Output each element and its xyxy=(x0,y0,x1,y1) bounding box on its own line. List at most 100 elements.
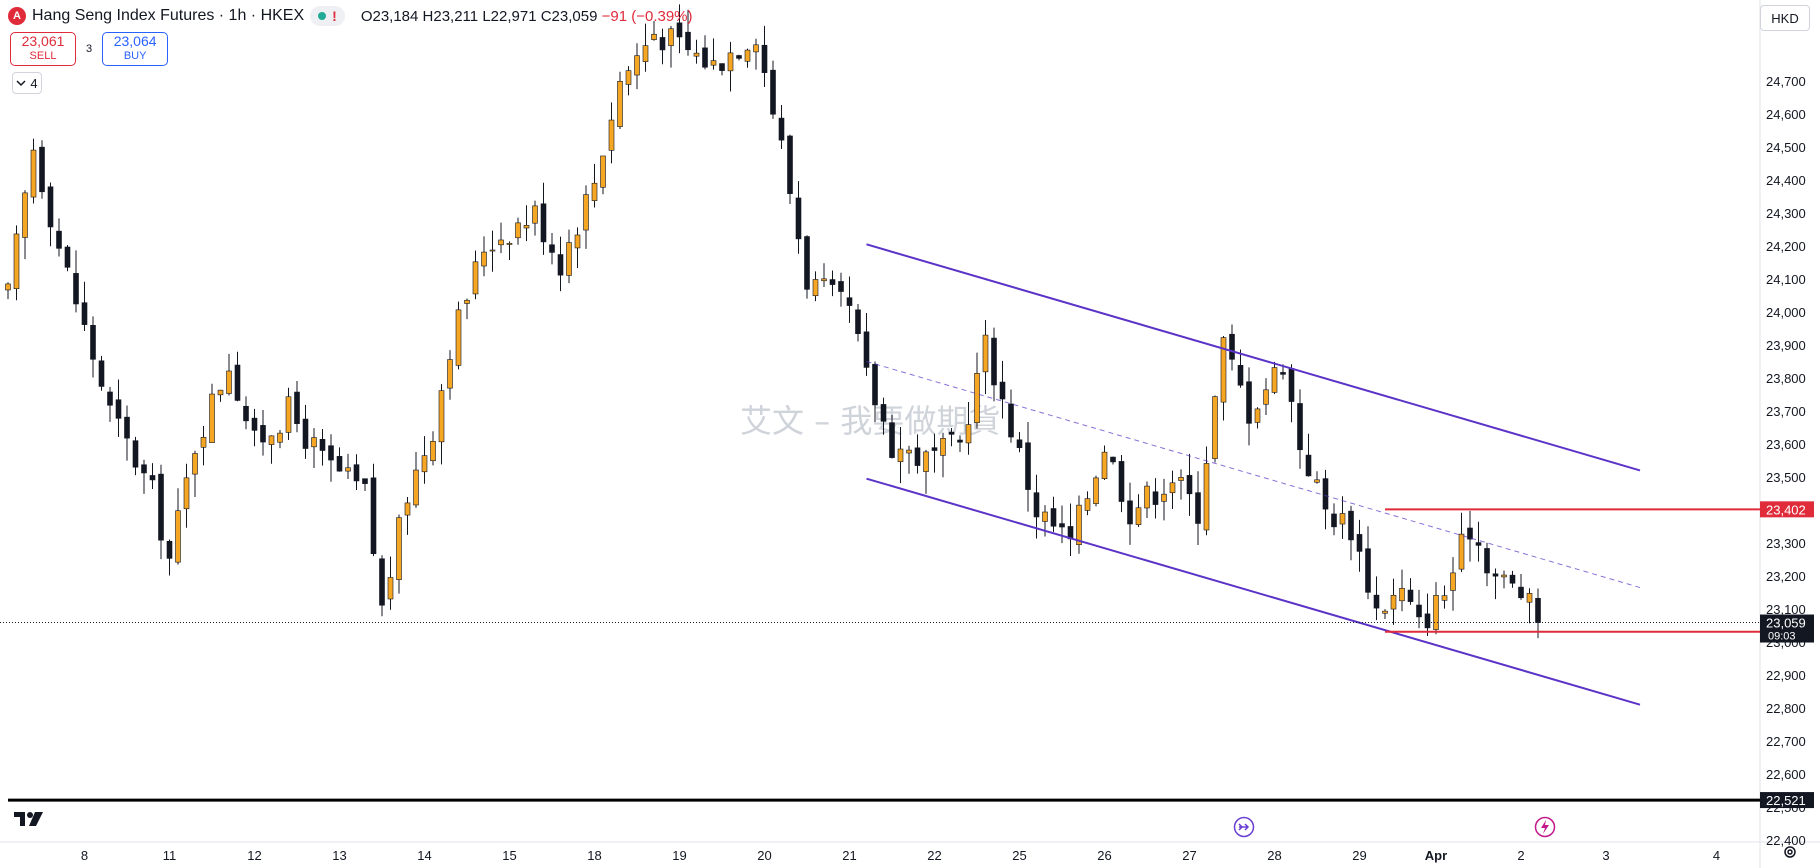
candle-body xyxy=(829,279,836,285)
candle-body xyxy=(1229,333,1235,360)
x-tick-label: 2 xyxy=(1517,848,1524,863)
candle-body xyxy=(464,299,470,304)
indicator-count: 4 xyxy=(30,75,38,91)
candle-body xyxy=(1373,594,1380,609)
symbol-title[interactable]: Hang Seng Index Futures · 1h · HKEX xyxy=(32,7,305,24)
candle-body xyxy=(47,186,54,228)
candle-body xyxy=(1509,574,1516,584)
candle-body xyxy=(719,63,725,71)
candle-body xyxy=(693,52,700,57)
settings-gear-icon[interactable] xyxy=(1782,844,1798,860)
candle-body xyxy=(617,80,623,127)
x-tick-label: 15 xyxy=(502,848,516,863)
x-tick-label: 4 xyxy=(1713,848,1720,863)
watermark-text: 艾文 – 我要做期貨 xyxy=(740,402,1000,440)
earnings-flash-icon[interactable] xyxy=(1534,816,1556,838)
candle-body xyxy=(583,194,589,231)
candle-body xyxy=(404,502,411,516)
channel-upper-line xyxy=(866,243,1641,472)
candle-body xyxy=(302,418,309,449)
market-status-pill[interactable]: ! xyxy=(310,6,345,26)
candle-body xyxy=(702,47,708,68)
candle-body xyxy=(1254,408,1261,423)
x-tick-label: 29 xyxy=(1352,848,1366,863)
y-tick-label: 23,800 xyxy=(1766,371,1806,386)
candle-body xyxy=(1161,493,1167,502)
candle-body xyxy=(931,447,938,451)
y-tick-label: 24,100 xyxy=(1766,272,1806,287)
level-label-bg xyxy=(1760,792,1814,809)
candle-body xyxy=(234,364,241,401)
candle-body xyxy=(1535,597,1541,623)
indicators-toggle-button[interactable]: 4 xyxy=(12,72,42,94)
x-tick-label: 11 xyxy=(163,848,177,863)
sell-button[interactable]: 23,061 SELL xyxy=(10,32,76,66)
candle-body xyxy=(1178,477,1184,481)
exchange-logo-icon: A xyxy=(8,7,26,25)
buy-button[interactable]: 23,064 BUY xyxy=(102,32,169,66)
currency-button[interactable]: HKD xyxy=(1760,5,1810,31)
candle-body xyxy=(22,192,28,238)
ohlc-values: O23,184 H23,211 L22,971 C23,059 −91 (−0.… xyxy=(361,8,693,25)
y-tick-label: 24,500 xyxy=(1766,140,1806,155)
y-tick-label: 23,300 xyxy=(1766,536,1806,551)
x-tick-label: Apr xyxy=(1425,848,1447,863)
last-price-label-bg xyxy=(1760,614,1814,643)
spread-value: 3 xyxy=(86,43,93,55)
x-tick-label: 3 xyxy=(1602,848,1609,863)
candle-body xyxy=(438,390,445,443)
candle-body xyxy=(1288,368,1295,402)
y-tick-label: 23,500 xyxy=(1766,470,1806,485)
candle-body xyxy=(991,337,997,386)
candle-body xyxy=(872,363,878,406)
y-tick-label: 22,400 xyxy=(1766,833,1806,848)
candle-body xyxy=(115,399,122,419)
y-tick-label: 24,200 xyxy=(1766,239,1806,254)
candle-body xyxy=(1203,463,1210,531)
candle-body xyxy=(761,44,768,73)
candle-body xyxy=(56,230,62,249)
candle-body xyxy=(217,389,224,396)
candle-body xyxy=(1186,475,1193,495)
candle-body xyxy=(974,373,980,423)
y-tick-label: 23,600 xyxy=(1766,437,1806,452)
y-tick-label: 24,600 xyxy=(1766,107,1806,122)
candle-body xyxy=(1263,389,1269,405)
candle-body xyxy=(1271,367,1278,393)
sell-price: 23,061 xyxy=(21,33,65,49)
candle-body xyxy=(90,325,96,360)
candle-body xyxy=(489,249,496,252)
candle-body xyxy=(965,424,972,444)
candle-body xyxy=(863,331,870,368)
candle-body xyxy=(948,431,955,435)
candle-body xyxy=(1399,588,1405,602)
candle-body xyxy=(353,464,360,482)
candle-body xyxy=(1501,574,1507,578)
economic-event-icon[interactable] xyxy=(1233,816,1255,838)
tradingview-logo-icon[interactable] xyxy=(14,810,44,828)
candle-body xyxy=(838,281,844,292)
candle-body xyxy=(600,155,606,188)
candle-body xyxy=(770,69,776,115)
x-tick-label: 8 xyxy=(81,848,88,863)
candle-body xyxy=(1059,523,1065,528)
candle-body xyxy=(1135,507,1142,525)
y-tick-label: 22,800 xyxy=(1766,701,1806,716)
candle-body xyxy=(498,239,504,246)
candle-body xyxy=(209,393,215,443)
candle-body xyxy=(1280,372,1286,375)
channel-lower-line xyxy=(866,477,1641,706)
buy-price: 23,064 xyxy=(113,33,157,49)
candle-body xyxy=(1297,403,1303,451)
x-tick-label: 20 xyxy=(757,848,771,863)
candle-body xyxy=(710,60,717,66)
candle-body xyxy=(1356,534,1363,552)
x-tick-label: 22 xyxy=(927,848,941,863)
candle-body xyxy=(132,440,139,468)
alert-icon: ! xyxy=(332,8,337,24)
candle-body xyxy=(1331,513,1337,528)
candle-body xyxy=(1441,595,1448,601)
y-tick-label: 22,700 xyxy=(1766,734,1806,749)
candle-body xyxy=(1322,478,1329,510)
